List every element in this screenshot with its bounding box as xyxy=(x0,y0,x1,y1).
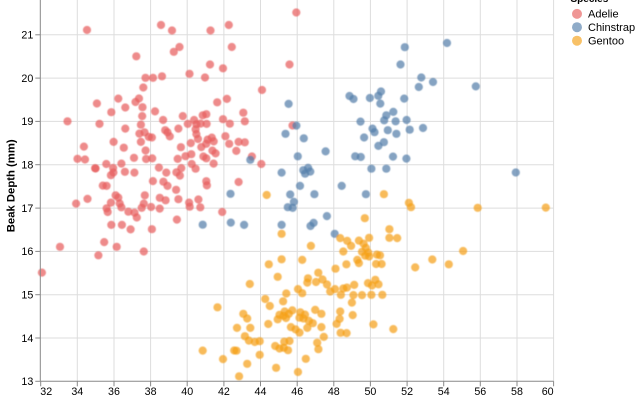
svg-text:34: 34 xyxy=(71,386,83,398)
svg-text:Adelie: Adelie xyxy=(588,9,619,21)
svg-text:14: 14 xyxy=(21,333,33,345)
svg-text:19: 19 xyxy=(21,116,33,128)
svg-text:52: 52 xyxy=(401,386,413,398)
svg-text:44: 44 xyxy=(255,386,267,398)
svg-text:15: 15 xyxy=(21,290,33,302)
svg-text:Chinstrap: Chinstrap xyxy=(588,22,635,34)
svg-text:40: 40 xyxy=(181,386,193,398)
svg-text:54: 54 xyxy=(438,386,450,398)
svg-text:56: 56 xyxy=(474,386,486,398)
svg-text:58: 58 xyxy=(511,386,523,398)
svg-text:13: 13 xyxy=(21,376,33,388)
svg-text:50: 50 xyxy=(364,386,376,398)
svg-text:20: 20 xyxy=(21,73,33,85)
svg-text:48: 48 xyxy=(328,386,340,398)
svg-text:Beak Depth (mm): Beak Depth (mm) xyxy=(6,139,18,232)
svg-text:Species: Species xyxy=(571,0,609,5)
svg-text:38: 38 xyxy=(145,386,157,398)
svg-text:18: 18 xyxy=(21,160,33,172)
svg-text:42: 42 xyxy=(218,386,230,398)
svg-text:Gentoo: Gentoo xyxy=(588,35,624,47)
svg-text:32: 32 xyxy=(40,386,52,398)
svg-text:16: 16 xyxy=(21,246,33,258)
svg-text:60: 60 xyxy=(542,386,554,398)
svg-text:17: 17 xyxy=(21,203,33,215)
svg-text:46: 46 xyxy=(291,386,303,398)
svg-text:21: 21 xyxy=(21,30,33,42)
svg-text:36: 36 xyxy=(108,386,120,398)
